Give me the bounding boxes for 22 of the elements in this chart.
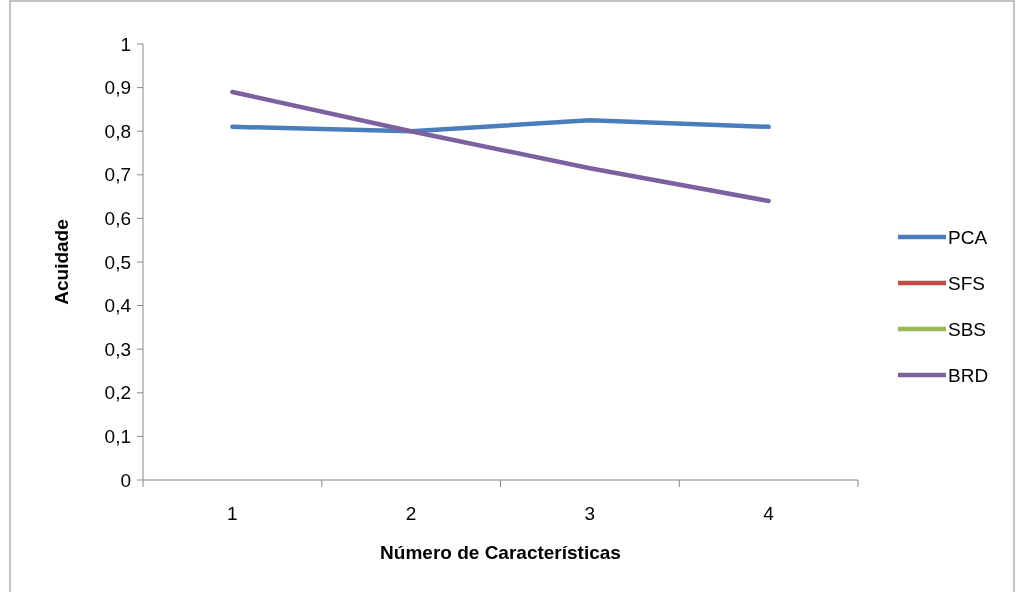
y-tick-label: 0,2 [104, 382, 131, 404]
y-tick-label: 0,1 [104, 426, 131, 448]
x-tick-label: 1 [227, 503, 238, 524]
legend-label: SFS [948, 272, 985, 294]
y-tick-label: 0 [120, 469, 131, 491]
y-tick-label: 0,9 [104, 77, 131, 99]
y-axis-title: Acuidade [51, 219, 72, 305]
y-tick-label: 0,4 [104, 295, 132, 317]
line-series [230, 89, 771, 204]
legend-label: SBS [948, 318, 987, 340]
legend-label: BRD [948, 364, 989, 386]
y-tick-label: 0,5 [104, 251, 131, 273]
x-tick-label: 4 [763, 503, 775, 524]
legend-label: PCA [948, 226, 988, 248]
x-tick-label: 3 [584, 503, 596, 524]
y-tick-label: 1 [120, 33, 131, 55]
y-tick-label: 0,8 [104, 120, 131, 142]
y-tick-label: 0,7 [104, 164, 131, 186]
x-tick-label: 2 [405, 503, 417, 524]
y-tick-label: 0,3 [104, 338, 131, 360]
y-tick-label: 0,6 [104, 208, 131, 230]
x-axis-title: Número de Características [380, 542, 621, 563]
